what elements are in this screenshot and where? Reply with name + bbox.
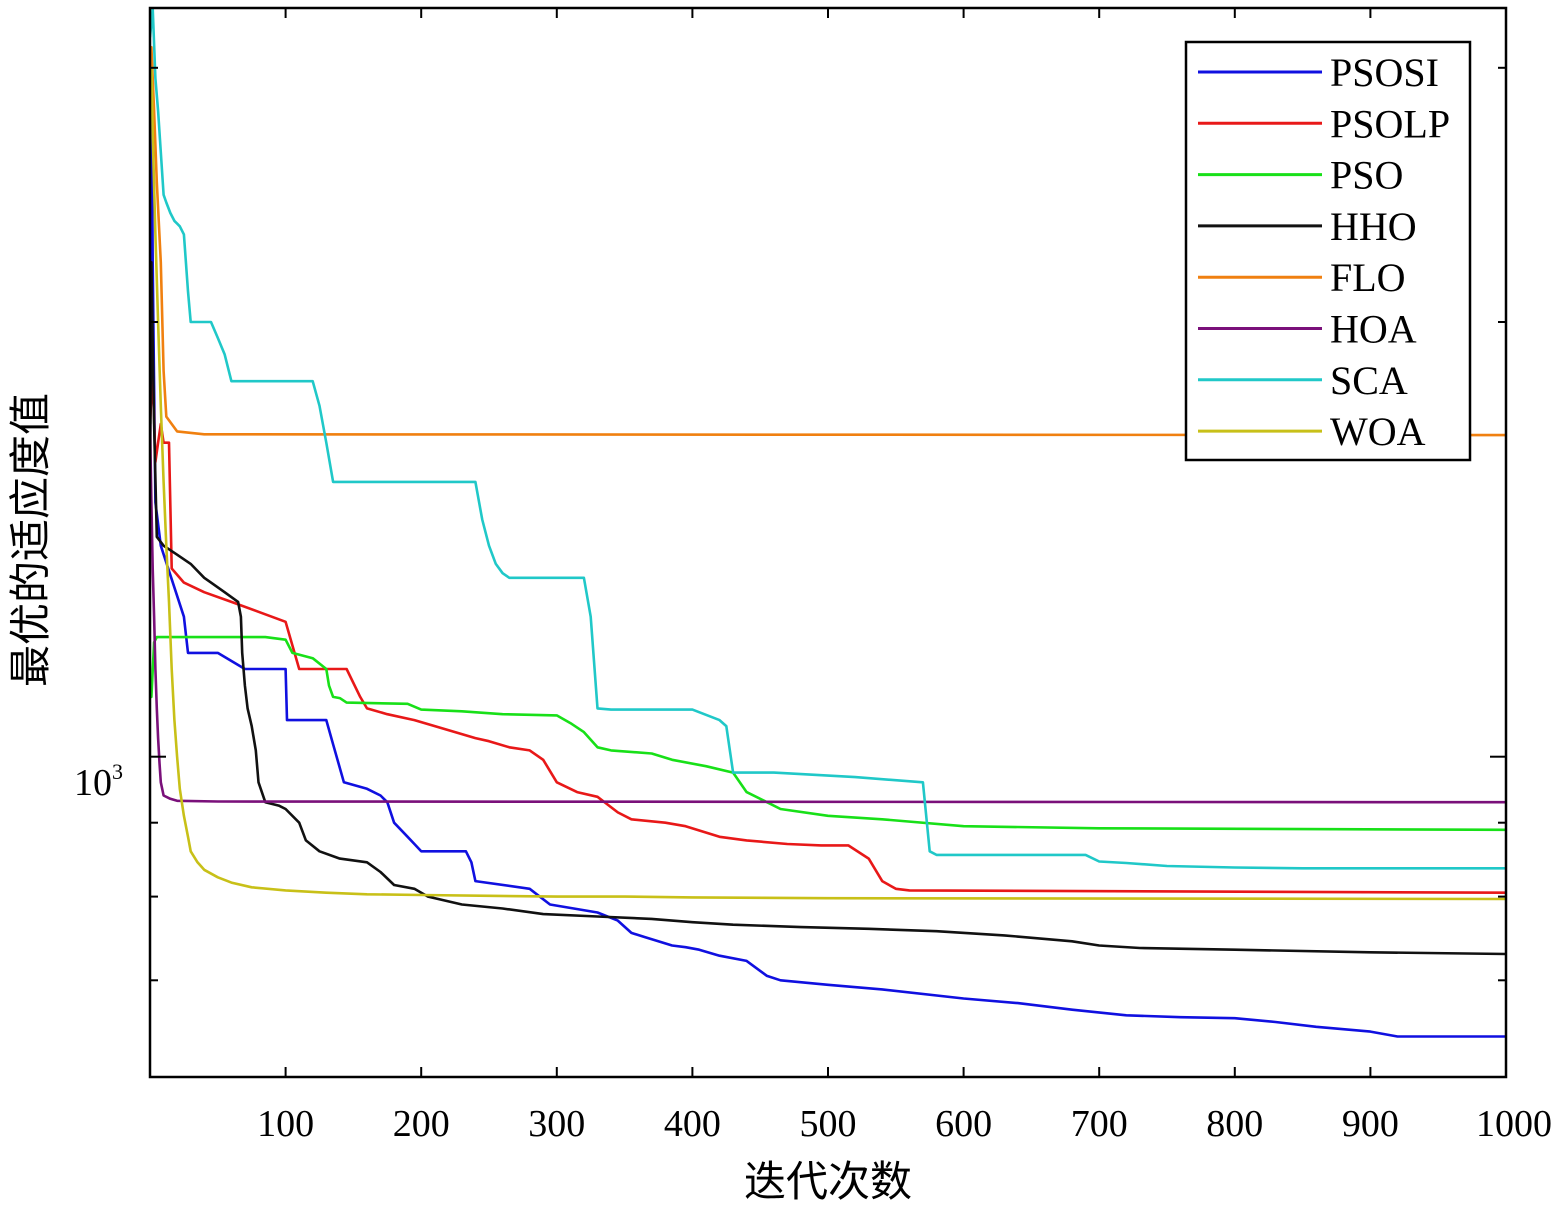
legend-label-flo: FLO (1330, 255, 1406, 300)
series-line-sca (150, 8, 1506, 870)
legend-label-psosi: PSOSI (1330, 50, 1439, 95)
x-tick-label: 1000 (1476, 1103, 1552, 1145)
x-tick-label: 300 (528, 1103, 585, 1145)
legend-box (1184, 40, 1472, 462)
y-tick-label-1000: 103 (74, 759, 123, 804)
x-tick-labels: 100 200 300 400 500 600 700 800 900 1000 (257, 1103, 1552, 1145)
plot-area (148, 6, 1508, 1079)
series-line-pso (150, 635, 1506, 832)
x-tick-label: 600 (935, 1103, 992, 1145)
x-tick-label: 900 (1342, 1103, 1399, 1145)
legend: PSOSI PSOLP PSO HHO FLO HOA SCA WOA (1184, 40, 1472, 462)
y-axis-title: 最优的适应度值 (6, 393, 55, 687)
series-line-hoa (150, 423, 1506, 804)
x-tick-label: 100 (257, 1103, 314, 1145)
series-line-hho (150, 261, 1506, 956)
legend-label-woa: WOA (1330, 409, 1426, 454)
series-line-psolp (150, 369, 1506, 894)
legend-label-pso: PSO (1330, 153, 1403, 198)
series-lines (150, 8, 1506, 1038)
legend-label-hho: HHO (1330, 204, 1417, 249)
x-tick-label: 700 (1071, 1103, 1128, 1145)
x-tick-label: 500 (800, 1103, 857, 1145)
legend-label-psolp: PSOLP (1330, 101, 1450, 146)
legend-label-hoa: HOA (1330, 307, 1417, 352)
axis-ticks (150, 8, 1507, 1078)
x-axis-title: 迭代次数 (744, 1157, 912, 1206)
x-tick-label: 200 (393, 1103, 450, 1145)
series-line-woa (150, 66, 1506, 901)
x-tick-label: 800 (1206, 1103, 1263, 1145)
legend-entries: PSOSI PSOLP PSO HHO FLO HOA SCA WOA (1198, 50, 1450, 454)
x-tick-label: 400 (664, 1103, 721, 1145)
legend-label-sca: SCA (1330, 358, 1408, 403)
